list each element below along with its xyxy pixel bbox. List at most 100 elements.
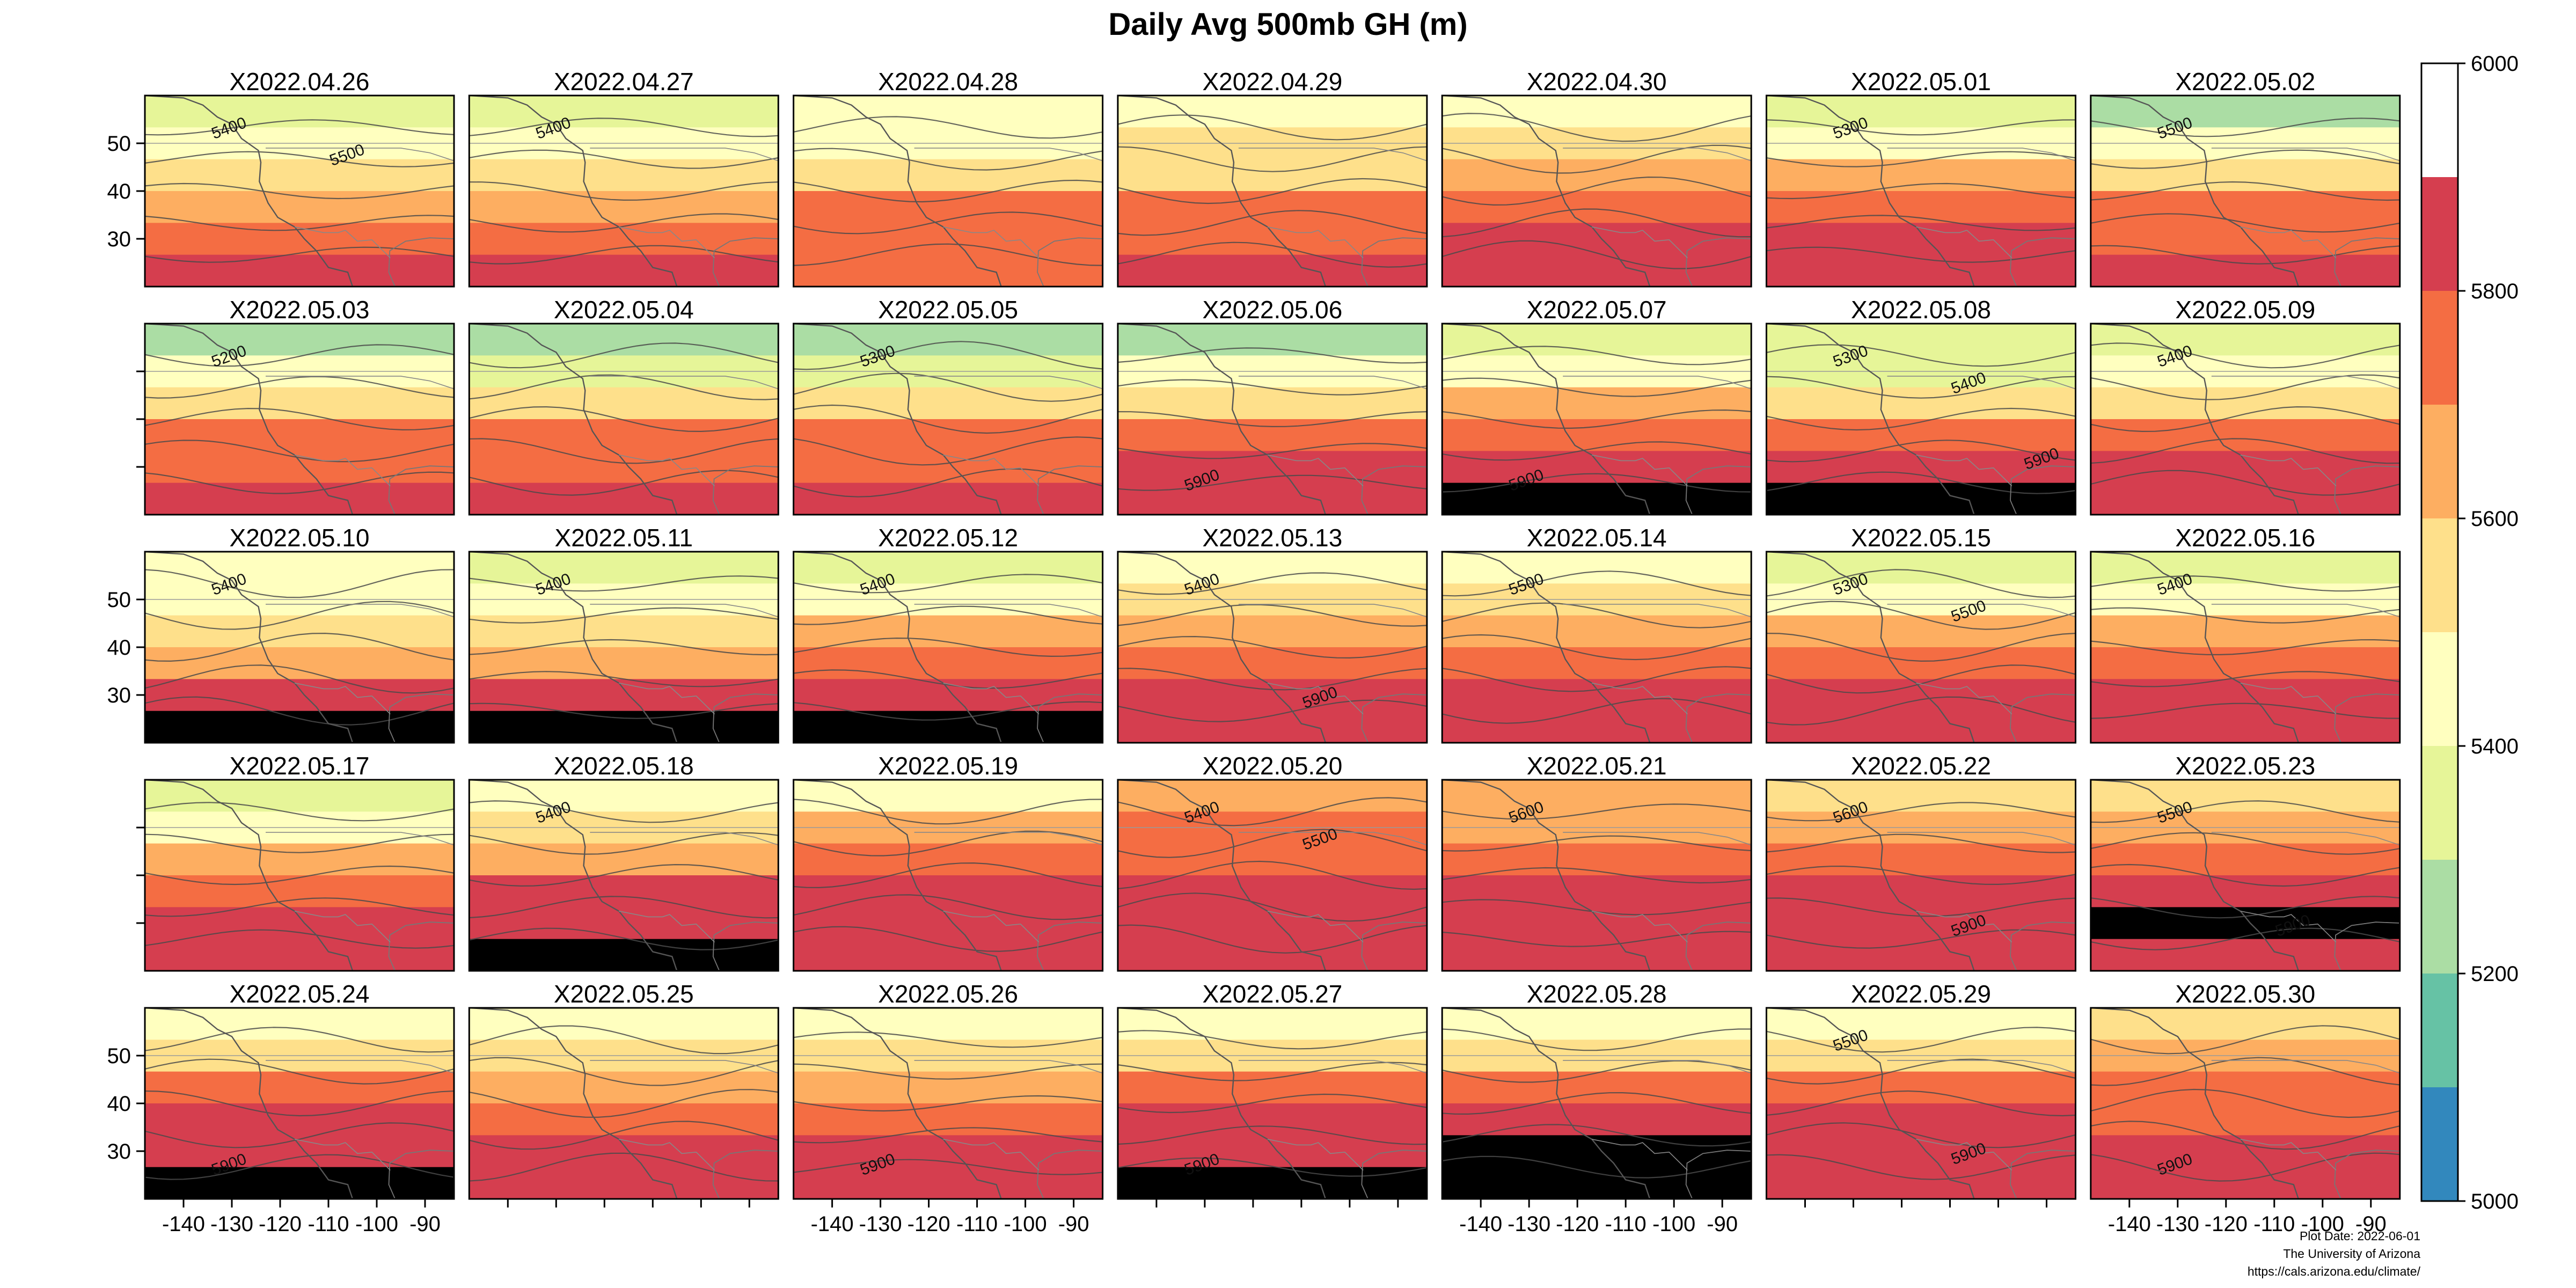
panel-X2022.05.22: X2022.05.22 [1766,752,2076,972]
country-border [1887,1060,2076,1074]
panel-X2022.05.15: X2022.05.15 [1766,524,2076,744]
contour-line [1766,407,2076,431]
country-border [294,683,391,715]
panel-title: X2022.05.02 [2175,68,2315,96]
field-band [2090,96,2400,128]
panel-X2022.05.12: X2022.05.12 [793,524,1104,744]
contour-line [1117,146,1427,172]
panel-title: X2022.05.29 [1851,980,1991,1008]
field-band [145,1071,454,1104]
contour-line [1442,602,1752,628]
contour-line [1117,1157,1427,1177]
contour-line [469,406,779,433]
country-border [943,911,1040,943]
contour-line [1442,441,1752,461]
panel-X2022.05.04: X2022.05.04 [468,296,779,516]
field-band [1766,324,2076,356]
panel-title: X2022.04.28 [878,68,1018,96]
coastline [793,1008,1002,1199]
panel-title: X2022.05.23 [2175,752,2315,780]
panel-X2022.05.19: X2022.05.19 [793,752,1104,972]
field-band [469,939,779,971]
x-tick-label: -100 [2301,1212,2344,1236]
x-tick-label: -100 [1652,1212,1695,1236]
coastline [145,1008,354,1199]
field-band [2090,387,2400,420]
contour-line [1117,699,1427,722]
contour-line [793,637,1103,657]
contour-line [1442,803,1752,820]
colorbar-tick-label: 6000 [2471,52,2519,76]
field-band [1117,159,1427,192]
coastline [712,921,779,971]
field-band [2090,482,2400,515]
coastline [1117,552,1327,743]
contour-line [1766,1154,2076,1180]
contour-line [1117,924,1427,954]
panel-X2022.05.16: X2022.05.16 [2090,524,2401,744]
panel-title: X2022.05.03 [230,296,370,324]
panel-frame [1441,551,1752,744]
panel-frame [2090,779,2401,972]
field-band [145,615,454,648]
contour-line [1117,892,1427,922]
coastline [2010,693,2076,743]
contour-line [793,211,1103,235]
field-band [145,324,454,356]
coastline [1037,693,1103,743]
country-border [1592,911,1688,943]
field-band [1442,419,1752,451]
contour-line [1117,114,1427,141]
field-band [1766,1167,2076,1199]
field-band [1766,419,2076,451]
coastline [1361,921,1427,971]
contour-line [793,799,1103,825]
field-band [2090,1008,2400,1040]
panel-X2022.05.10: X2022.05.10 30 40 50 [107,524,455,744]
y-tick-label: 40 [107,180,131,203]
field-band [1766,1008,2076,1040]
panel-frame [468,94,779,288]
contour-line [1442,931,1752,947]
field-band [1117,482,1427,515]
country-border [294,226,391,259]
field-band [793,1167,1103,1199]
country-border [619,226,715,259]
coastline [793,324,1002,515]
contour-line [2090,607,2400,624]
contour-line [793,468,1103,497]
panel-title: X2022.05.09 [2175,296,2315,324]
panel-X2022.05.06: X2022.05.06 [1117,296,1428,516]
field-band [1442,96,1752,128]
contour-line [469,213,779,233]
contour-line [1442,867,1752,884]
colorbar-swatch [2421,746,2458,860]
field-band [1117,324,1427,356]
country-border [590,376,779,390]
coastline [1766,1008,1975,1199]
field-band [145,711,454,743]
colorbar-tick-label: 5600 [2471,507,2519,531]
field-band [1117,419,1427,451]
colorbar-tick-label: 5000 [2471,1190,2519,1213]
panel-title: X2022.05.21 [1527,752,1667,780]
coastline [1685,921,1752,971]
contour-line [2090,1088,2400,1118]
coastline [469,96,678,287]
x-tick-label: -110 [956,1212,998,1236]
panel-X2022.05.18: X2022.05.18 [468,752,779,972]
chart-title: Daily Avg 500mb GH (m) [1108,7,1468,42]
field-band [469,615,779,648]
contour-line [1442,1124,1752,1147]
country-border [2211,832,2400,846]
coastline [793,552,1002,743]
panel-title: X2022.05.25 [554,980,694,1008]
field-band [2090,711,2400,743]
contour-line [145,569,454,598]
contour-line [1766,1122,2076,1148]
contour-line [145,344,454,367]
panel-frame [2090,323,2401,516]
country-border [1592,455,1688,487]
contour-line [1117,604,1427,627]
field-band [793,1008,1103,1040]
